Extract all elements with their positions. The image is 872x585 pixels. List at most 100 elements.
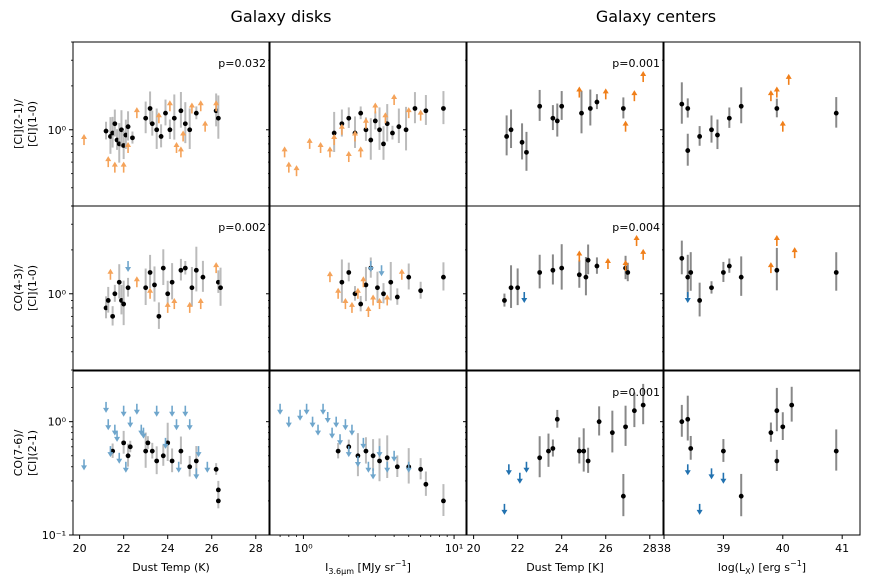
lower-limit-arrow [188, 102, 195, 108]
x-axis-label-3: log(LX) [erg s−1] [718, 559, 806, 576]
data-point [143, 285, 149, 291]
lower-limit-arrow [576, 250, 583, 256]
data-point [119, 127, 124, 133]
panel-frame [72, 205, 270, 371]
x-tick-label: 28 [249, 542, 263, 555]
data-point [193, 458, 199, 464]
upper-limit-arrow [708, 474, 715, 480]
data-point [189, 285, 195, 291]
x-tick-label: 28 [643, 542, 657, 555]
data-point [685, 106, 691, 111]
data-point [215, 487, 221, 493]
data-point [103, 305, 109, 311]
data-point [116, 279, 122, 285]
data-point [200, 274, 206, 280]
row-label-0-1: [CI](1-0) [26, 101, 39, 147]
lower-limit-arrow [348, 301, 355, 307]
x-tick-label: 39 [716, 542, 730, 555]
x-tick-label: 20 [73, 542, 87, 555]
upper-limit-arrow [337, 440, 344, 446]
lower-limit-arrow [382, 112, 389, 118]
x-tick-label: 26 [599, 542, 613, 555]
x-axis-label-0: Dust Temp (K) [132, 561, 210, 574]
data-point [110, 130, 116, 136]
lower-limit-arrow [81, 134, 88, 140]
x-tick-label: 24 [555, 542, 569, 555]
data-point [372, 118, 378, 124]
data-point [160, 265, 166, 271]
panel-0-0: p=0.032 10⁰ [48, 41, 270, 207]
data-point [502, 298, 507, 303]
data-point [685, 274, 691, 280]
y-tick-label: 10⁻¹ [42, 529, 66, 542]
data-point [193, 110, 199, 116]
data-point [576, 448, 582, 454]
data-point [726, 115, 732, 121]
data-point [169, 279, 175, 285]
lower-limit-arrow [372, 102, 379, 108]
row-label-2-0: CO(7-6)/ [12, 429, 25, 476]
upper-limit-arrow [315, 430, 322, 436]
lower-limit-arrow [779, 120, 786, 126]
lower-limit-arrow [640, 71, 647, 77]
lower-limit-arrow [166, 100, 173, 106]
data-point [178, 448, 184, 454]
lower-limit-arrow [197, 100, 204, 106]
title-galaxy-disks: Galaxy disks [230, 7, 331, 26]
upper-limit-arrow [320, 409, 327, 415]
data-point [679, 419, 685, 425]
lower-limit-arrow [405, 107, 412, 113]
data-point [119, 298, 124, 303]
data-point [688, 446, 694, 451]
y-tick-label: 10⁰ [48, 124, 67, 137]
data-point [145, 440, 151, 446]
lower-limit-arrow [285, 161, 292, 167]
data-point [833, 448, 839, 454]
data-point [720, 270, 726, 275]
upper-limit-arrow [521, 298, 528, 304]
lower-limit-arrow [338, 123, 345, 129]
data-point [149, 448, 155, 454]
data-point [396, 124, 402, 130]
x-axis-label-part: X [745, 567, 751, 576]
data-point [774, 267, 780, 273]
upper-limit-arrow [354, 461, 361, 467]
upper-limit-arrow [333, 422, 340, 428]
lower-limit-arrow [180, 130, 187, 136]
lower-limit-arrow [120, 161, 127, 167]
data-point [524, 149, 529, 155]
data-point [158, 134, 164, 139]
data-point [163, 110, 168, 116]
data-point [147, 270, 153, 275]
lower-limit-arrow [376, 298, 383, 304]
data-point [154, 458, 160, 464]
data-point [381, 141, 386, 147]
panel-2-0: 10⁻¹ 10⁰ 20 22 24 26 28 [42, 370, 270, 555]
lower-limit-arrow [622, 120, 629, 126]
data-point [583, 274, 589, 280]
panel-frame [663, 41, 861, 207]
data-point [147, 106, 153, 111]
data-point [339, 121, 345, 127]
data-point [193, 267, 199, 273]
panel-frame [466, 370, 664, 536]
data-point [363, 127, 369, 133]
upper-limit-arrow [153, 411, 160, 417]
data-point [423, 108, 429, 114]
data-point [768, 430, 774, 436]
data-point [125, 453, 131, 459]
data-point [112, 121, 118, 127]
data-point [143, 448, 149, 454]
data-point [381, 291, 386, 297]
data-point [609, 430, 615, 436]
upper-limit-arrow [103, 407, 110, 413]
lower-limit-arrow [133, 276, 140, 282]
data-point [121, 440, 127, 446]
data-point [154, 127, 160, 133]
panel-0-2: p=0.001 [463, 41, 664, 207]
data-point [579, 110, 584, 116]
upper-limit-arrow [345, 452, 352, 458]
lower-limit-arrow [326, 271, 333, 277]
lower-limit-arrow [177, 146, 184, 152]
x-axis-label-part: [MJy sr [354, 561, 395, 574]
